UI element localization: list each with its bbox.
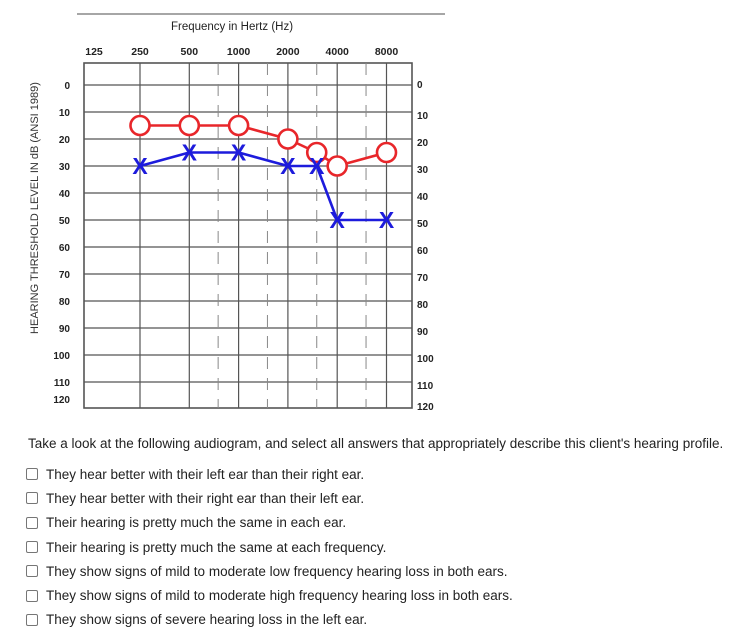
db-tick-label-right: 50 xyxy=(417,219,429,230)
frequency-tick-label: 250 xyxy=(131,46,149,58)
option-low-frequency-loss[interactable]: They show signs of mild to moderate low … xyxy=(26,559,513,583)
db-tick-label-left: 80 xyxy=(59,297,71,308)
db-tick-label-left: 10 xyxy=(59,108,71,119)
db-tick-label-right: 80 xyxy=(417,300,429,311)
checkbox[interactable] xyxy=(26,492,38,505)
left-ear-x-marker: X xyxy=(182,140,198,166)
db-tick-labels-left: 0 10 20 30 40 50 60 70 80 90 100 110 120 xyxy=(53,81,70,406)
option-label: Their hearing is pretty much the same in… xyxy=(46,515,347,531)
frequency-tick-label: 500 xyxy=(181,46,199,58)
option-label: Their hearing is pretty much the same at… xyxy=(46,539,387,555)
y-axis-title: HEARING THRESHOLD LEVEL IN dB (ANSI 1989… xyxy=(29,82,41,334)
answer-options: They hear better with their left ear tha… xyxy=(26,462,513,632)
option-severe-left-loss[interactable]: They show signs of severe hearing loss i… xyxy=(26,608,513,632)
checkbox[interactable] xyxy=(26,468,38,481)
right-ear-o-marker xyxy=(227,114,250,137)
frequency-tick-label: 2000 xyxy=(276,46,300,58)
left-ear-x-marker: X xyxy=(309,153,325,179)
db-tick-label-left: 0 xyxy=(64,81,70,92)
db-tick-label-right: 110 xyxy=(417,381,434,392)
db-tick-label-right: 40 xyxy=(417,192,429,203)
frequency-tick-label: 4000 xyxy=(326,46,350,58)
left-ear-x-marker: X xyxy=(231,140,247,166)
right-ear-o-marker xyxy=(129,114,151,137)
option-left-ear-better[interactable]: They hear better with their left ear tha… xyxy=(26,462,513,486)
db-tick-label-left: 40 xyxy=(59,189,71,200)
right-ear-o-marker xyxy=(375,141,398,164)
db-tick-label-right: 60 xyxy=(417,246,429,257)
db-tick-label-right: 70 xyxy=(417,273,429,284)
db-tick-label-right: 120 xyxy=(417,402,434,413)
db-tick-label-left: 100 xyxy=(53,351,70,362)
db-tick-label-left: 90 xyxy=(59,324,71,335)
checkbox[interactable] xyxy=(26,613,38,626)
option-same-each-ear[interactable]: Their hearing is pretty much the same in… xyxy=(26,511,513,535)
option-right-ear-better[interactable]: They hear better with their right ear th… xyxy=(26,486,513,510)
db-tick-label-left: 60 xyxy=(59,243,71,254)
question-prompt: Take a look at the following audiogram, … xyxy=(28,436,724,451)
frequency-axis-title: Frequency in Hertz (Hz) xyxy=(171,21,293,33)
db-tick-label-left: 70 xyxy=(59,270,71,281)
frequency-tick-label: 125 xyxy=(85,46,103,58)
left-ear-x-marker: X xyxy=(280,153,296,179)
left-ear-x-marker: X xyxy=(132,153,148,179)
db-tick-label-right: 90 xyxy=(417,327,429,338)
db-tick-label-right: 10 xyxy=(417,111,429,122)
right-ear-o-marker xyxy=(326,155,349,177)
option-label: They show signs of mild to moderate low … xyxy=(46,563,508,579)
option-label: They show signs of severe hearing loss i… xyxy=(46,612,368,628)
db-tick-label-right: 0 xyxy=(417,80,423,91)
series-lines xyxy=(139,124,387,222)
series-markers: XX XX XX X xyxy=(129,114,398,233)
right-ear-o-marker xyxy=(305,141,328,164)
option-label: They hear better with their left ear tha… xyxy=(46,466,365,482)
option-same-each-frequency[interactable]: Their hearing is pretty much the same at… xyxy=(26,535,513,559)
db-tick-label-right: 100 xyxy=(417,354,434,365)
db-tick-label-left: 120 xyxy=(53,395,70,406)
right-ear-o-marker xyxy=(277,128,299,150)
db-tick-label-right: 20 xyxy=(417,138,429,149)
right-ear-o-marker xyxy=(178,114,201,137)
left-ear-x-marker: X xyxy=(379,207,395,233)
checkbox[interactable] xyxy=(26,565,38,578)
db-tick-label-right: 30 xyxy=(417,165,429,176)
frequency-tick-label: 1000 xyxy=(227,46,251,58)
db-tick-label-left: 20 xyxy=(59,135,71,146)
left-ear-line xyxy=(139,151,387,222)
frequency-tick-label: 8000 xyxy=(375,46,399,58)
grid-frame xyxy=(83,62,413,409)
audiogram-chart: Frequency in Hertz (Hz) HEARING THRESHOL… xyxy=(29,13,445,413)
audiogram-grid xyxy=(83,62,413,409)
left-ear-x-marker: X xyxy=(330,207,346,233)
frequency-tick-labels: 125 250 500 1000 2000 4000 8000 xyxy=(85,46,398,58)
db-tick-label-left: 110 xyxy=(54,378,71,389)
checkbox[interactable] xyxy=(26,541,38,554)
option-label: They hear better with their right ear th… xyxy=(46,490,365,506)
option-label: They show signs of mild to moderate high… xyxy=(46,588,513,604)
option-high-frequency-loss[interactable]: They show signs of mild to moderate high… xyxy=(26,583,513,607)
db-tick-labels-right: 0 10 20 30 40 50 60 70 80 90 100 110 120 xyxy=(417,80,434,413)
db-tick-label-left: 50 xyxy=(59,216,71,227)
checkbox[interactable] xyxy=(26,516,38,529)
checkbox[interactable] xyxy=(26,589,38,602)
db-tick-label-left: 30 xyxy=(59,162,71,173)
